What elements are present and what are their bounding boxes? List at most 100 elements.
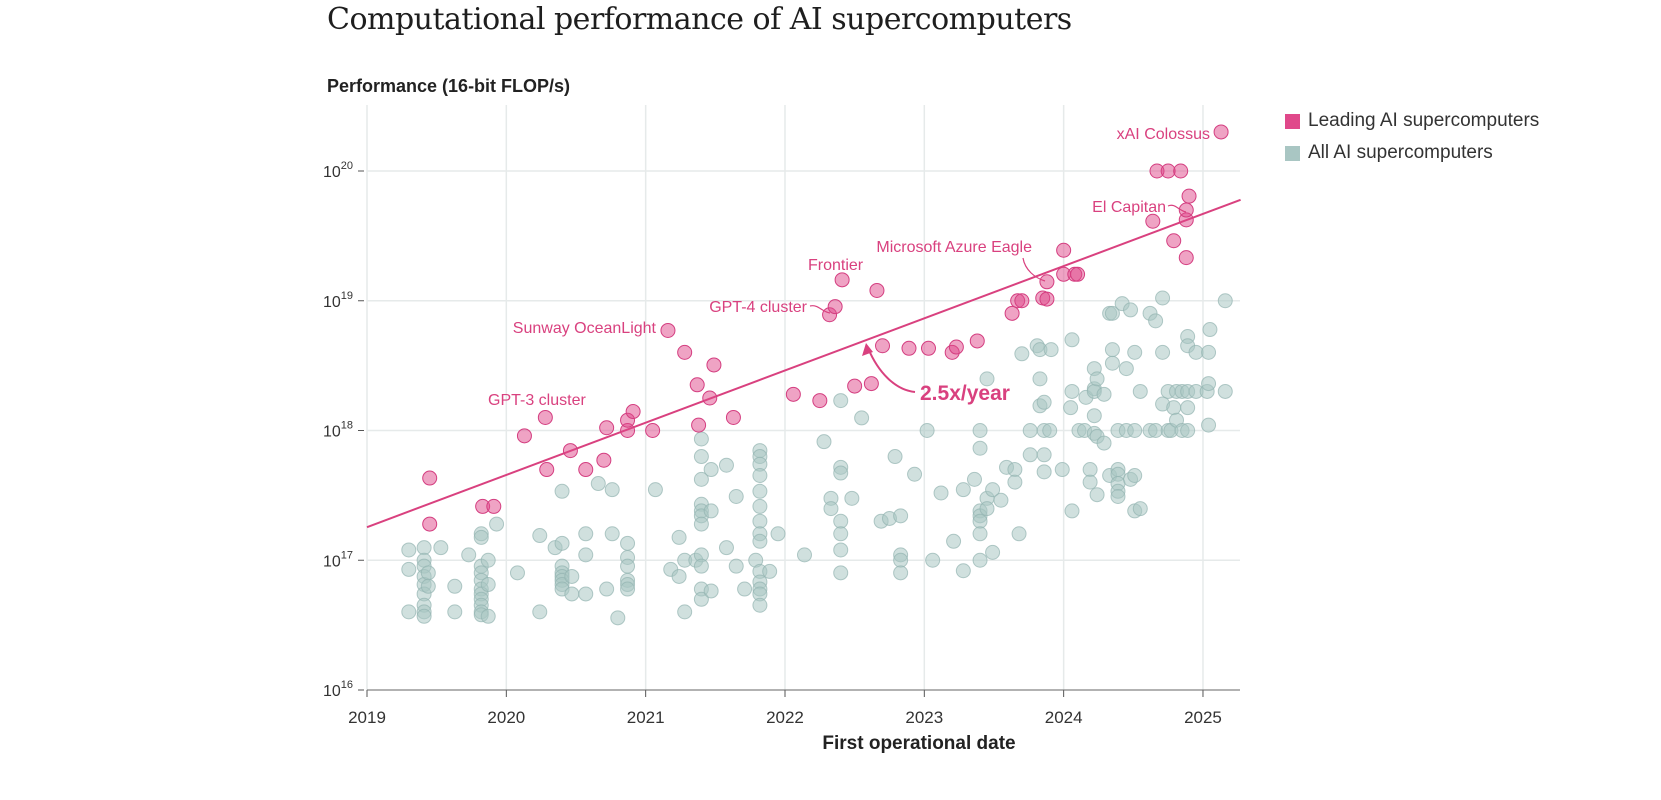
data-point-all xyxy=(1104,355,1120,371)
data-point-all xyxy=(955,563,971,579)
data-point-leading xyxy=(1160,163,1176,179)
data-point-all xyxy=(620,558,636,574)
data-point-all xyxy=(1155,344,1171,360)
data-point-all xyxy=(972,552,988,568)
trend-label: 2.5x/year xyxy=(920,382,1010,405)
legend-label-leading: Leading AI supercomputers xyxy=(1308,110,1540,131)
data-point-all xyxy=(907,466,923,482)
data-point-all xyxy=(893,508,909,524)
data-point-all xyxy=(1127,423,1143,438)
x-tick-label: 2020 xyxy=(487,708,525,727)
data-point-all xyxy=(1188,344,1204,360)
data-point-all xyxy=(610,610,626,626)
data-point-all xyxy=(489,516,505,532)
data-point-all xyxy=(993,492,1009,508)
legend-item-leading: Leading AI supercomputers xyxy=(1285,110,1539,132)
data-point-leading xyxy=(1004,305,1020,321)
annotation-connector xyxy=(1167,204,1187,213)
y-tick-label: 1017 xyxy=(323,549,353,570)
annotation-connector xyxy=(1022,257,1046,282)
arrowhead-icon xyxy=(862,343,873,356)
data-point-all xyxy=(532,604,548,620)
data-point-all xyxy=(1011,526,1027,542)
data-point-all xyxy=(1217,383,1233,399)
data-point-all xyxy=(1064,383,1080,399)
data-point-all xyxy=(752,498,768,514)
data-point-all xyxy=(480,577,496,593)
data-point-all xyxy=(752,597,768,613)
data-point-all xyxy=(1118,361,1134,377)
data-point-leading xyxy=(969,333,985,349)
data-point-all xyxy=(1089,487,1105,503)
data-point-all xyxy=(1043,342,1059,358)
data-point-all xyxy=(1036,447,1052,463)
data-point-all xyxy=(1127,467,1143,483)
data-point-all xyxy=(844,490,860,506)
data-point-all xyxy=(718,457,734,473)
data-point-all xyxy=(752,513,768,529)
x-tick-label: 2024 xyxy=(1045,708,1083,727)
data-point-all xyxy=(703,503,719,519)
data-point-all xyxy=(693,591,709,607)
data-point-leading xyxy=(869,282,885,298)
annotation-connector xyxy=(809,305,831,314)
data-point-all xyxy=(823,501,839,517)
data-point-all xyxy=(966,471,982,487)
data-point-leading xyxy=(578,462,594,478)
data-point-all xyxy=(1007,462,1023,478)
data-point-all xyxy=(972,526,988,542)
data-point-all xyxy=(1132,501,1148,517)
data-point-all xyxy=(1036,464,1052,480)
data-point-all xyxy=(564,568,580,584)
data-point-all xyxy=(1007,474,1023,490)
data-point-all xyxy=(401,542,417,558)
data-point-leading xyxy=(691,417,707,433)
data-point-all xyxy=(752,533,768,549)
data-point-all xyxy=(554,483,570,499)
data-point-all xyxy=(1180,423,1196,438)
data-point-all xyxy=(893,565,909,581)
data-point-all xyxy=(693,558,709,574)
data-point-all xyxy=(416,540,432,556)
data-point-all xyxy=(816,434,832,450)
data-point-all xyxy=(925,552,941,568)
x-axis-label: First operational date xyxy=(822,733,1016,754)
data-point-leading xyxy=(422,470,438,486)
data-point-leading xyxy=(677,344,693,360)
data-point-leading xyxy=(599,420,615,436)
data-point-leading xyxy=(948,339,964,355)
legend-label-all: All AI supercomputers xyxy=(1308,142,1493,163)
data-point-leading xyxy=(901,340,917,356)
data-point-all xyxy=(833,465,849,481)
x-axis-label-wrap: First operational date xyxy=(0,733,1661,755)
data-point-all xyxy=(972,423,988,438)
data-point-all xyxy=(1089,371,1105,387)
data-point-all xyxy=(1104,305,1120,321)
data-point-all xyxy=(833,393,849,409)
y-axis-label: Performance (16-bit FLOP/s) xyxy=(327,76,571,96)
data-point-all xyxy=(1110,488,1126,504)
data-point-all xyxy=(1064,503,1080,519)
y-tick-label: 1020 xyxy=(323,160,353,181)
data-point-leading xyxy=(516,428,532,444)
data-point-all xyxy=(887,449,903,465)
data-point-leading xyxy=(706,357,722,373)
data-point-all xyxy=(1032,371,1048,387)
trend-arrow xyxy=(867,347,916,393)
data-point-leading xyxy=(725,409,741,425)
data-point-all xyxy=(1022,423,1038,438)
data-point-all xyxy=(833,526,849,542)
data-point-leading xyxy=(660,322,676,338)
data-point-all xyxy=(599,581,615,597)
data-point-all xyxy=(509,565,525,581)
data-point-all xyxy=(752,467,768,483)
data-point-all xyxy=(447,604,463,620)
data-point-all xyxy=(1082,462,1098,478)
legend-swatch-all xyxy=(1285,145,1300,161)
data-point-all xyxy=(578,526,594,542)
data-point-leading xyxy=(689,377,705,393)
data-point-leading xyxy=(847,378,863,394)
data-point-all xyxy=(433,540,449,556)
data-point-leading xyxy=(1181,188,1197,204)
